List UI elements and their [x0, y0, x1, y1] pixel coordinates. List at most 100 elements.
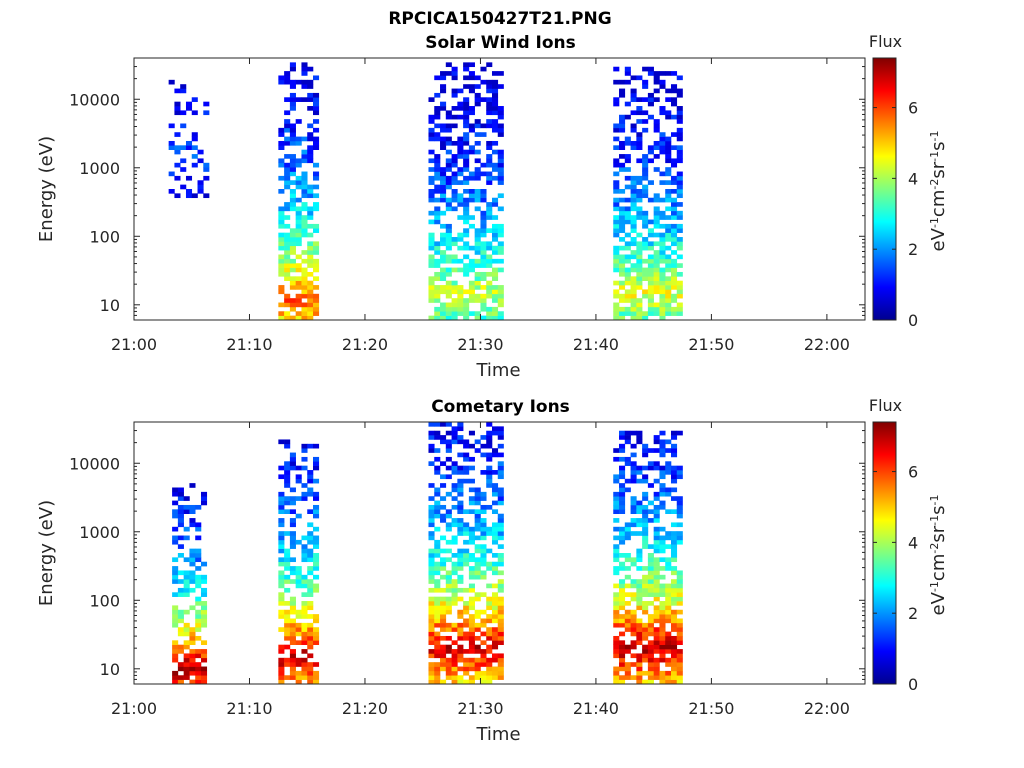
- heatmap-cell: [200, 679, 208, 685]
- heatmap-cell: [457, 548, 464, 554]
- heatmap-cell: [497, 154, 504, 159]
- heatmap-cell: [676, 574, 683, 580]
- heatmap-cell: [653, 193, 660, 199]
- heatmap-cell: [200, 561, 208, 567]
- heatmap-cell: [284, 136, 291, 142]
- heatmap-cell: [451, 114, 458, 120]
- heatmap-cell: [295, 293, 302, 299]
- heatmap-cell: [301, 232, 308, 238]
- heatmap-cell: [189, 662, 196, 667]
- heatmap-cell: [440, 557, 447, 563]
- heatmap-cell: [289, 189, 296, 194]
- heatmap-cell: [497, 513, 504, 519]
- heatmap-cell: [445, 271, 452, 277]
- heatmap-cell: [434, 154, 441, 159]
- heatmap-cell: [278, 657, 285, 663]
- heatmap-cell: [642, 219, 649, 225]
- heatmap-cell: [445, 465, 452, 471]
- heatmap-cell: [434, 618, 441, 624]
- heatmap-cell: [613, 644, 620, 650]
- heatmap-cell: [665, 461, 672, 466]
- heatmap-cell: [624, 154, 631, 159]
- heatmap-cell: [642, 496, 649, 501]
- heatmap-cell: [474, 189, 481, 194]
- heatmap-cell: [457, 452, 464, 458]
- heatmap-cell: [613, 215, 620, 220]
- heatmap-cell: [624, 574, 631, 580]
- heatmap-cell: [289, 180, 296, 185]
- heatmap-cell: [289, 487, 296, 493]
- heatmap-cell: [289, 267, 296, 273]
- heatmap-cell: [613, 474, 620, 480]
- heatmap-cell: [665, 258, 672, 264]
- heatmap-cell: [457, 491, 464, 497]
- heatmap-cell: [428, 210, 435, 216]
- heatmap-cell: [189, 557, 196, 563]
- heatmap-cell: [659, 670, 666, 676]
- heatmap-cell: [480, 640, 487, 645]
- heatmap-cell: [468, 657, 475, 663]
- heatmap-cell: [168, 171, 175, 177]
- heatmap-cell: [451, 258, 458, 264]
- heatmap-cell: [497, 496, 504, 501]
- heatmap-cell: [670, 566, 678, 571]
- heatmap-cell: [491, 245, 499, 251]
- heatmap-cell: [445, 289, 452, 295]
- heatmap-cell: [428, 596, 435, 602]
- heatmap-cell: [480, 241, 487, 247]
- heatmap-cell: [445, 110, 452, 116]
- heatmap-cell: [474, 448, 481, 453]
- heatmap-cell: [301, 544, 308, 549]
- heatmap-cell: [497, 232, 504, 238]
- heatmap-cell: [619, 596, 626, 602]
- heatmap-cell: [185, 175, 193, 181]
- heatmap-cell: [636, 531, 643, 536]
- heatmap-cell: [295, 474, 302, 480]
- heatmap-cell: [642, 158, 649, 164]
- heatmap-cell: [665, 193, 672, 199]
- heatmap-cell: [665, 167, 672, 172]
- heatmap-cell: [659, 583, 666, 589]
- colorbar-tick-label: 4: [908, 533, 918, 552]
- heatmap-cell: [440, 653, 447, 659]
- heatmap-cell: [195, 622, 202, 628]
- heatmap-cell: [457, 522, 464, 528]
- heatmap-cell: [428, 535, 435, 541]
- heatmap-cell: [301, 662, 308, 667]
- heatmap-cell: [642, 184, 649, 190]
- heatmap-cell: [653, 280, 660, 286]
- heatmap-cell: [301, 154, 308, 159]
- heatmap-cell: [497, 171, 504, 177]
- heatmap-cell: [440, 180, 447, 185]
- heatmap-cell: [278, 474, 285, 480]
- heatmap-cell: [445, 302, 452, 308]
- heatmap-cell: [636, 470, 643, 475]
- heatmap-cell: [180, 84, 187, 89]
- heatmap-cell: [295, 184, 302, 190]
- heatmap-cell: [451, 88, 458, 94]
- heatmap-cell: [624, 435, 631, 440]
- heatmap-cell: [307, 263, 314, 268]
- heatmap-cell: [497, 465, 504, 471]
- heatmap-cell: [619, 228, 626, 233]
- heatmap-cell: [491, 609, 499, 615]
- heatmap-cell: [278, 206, 285, 212]
- heatmap-cell: [457, 197, 464, 203]
- heatmap-cell: [189, 605, 196, 611]
- heatmap-cell: [491, 237, 499, 242]
- heatmap-cell: [491, 583, 499, 589]
- heatmap-cell: [278, 289, 285, 295]
- heatmap-cell: [659, 635, 666, 641]
- heatmap-cell: [191, 97, 198, 102]
- heatmap-cell: [463, 132, 470, 137]
- heatmap-cell: [307, 206, 314, 212]
- heatmap-cell: [636, 596, 643, 602]
- heatmap-cell: [642, 448, 649, 453]
- heatmap-cell: [445, 197, 452, 203]
- heatmap-cell: [665, 285, 672, 290]
- heatmap-cell: [613, 250, 620, 255]
- heatmap-cell: [647, 66, 654, 72]
- heatmap-cell: [474, 280, 481, 286]
- heatmap-cell: [619, 618, 626, 624]
- heatmap-cell: [619, 666, 626, 672]
